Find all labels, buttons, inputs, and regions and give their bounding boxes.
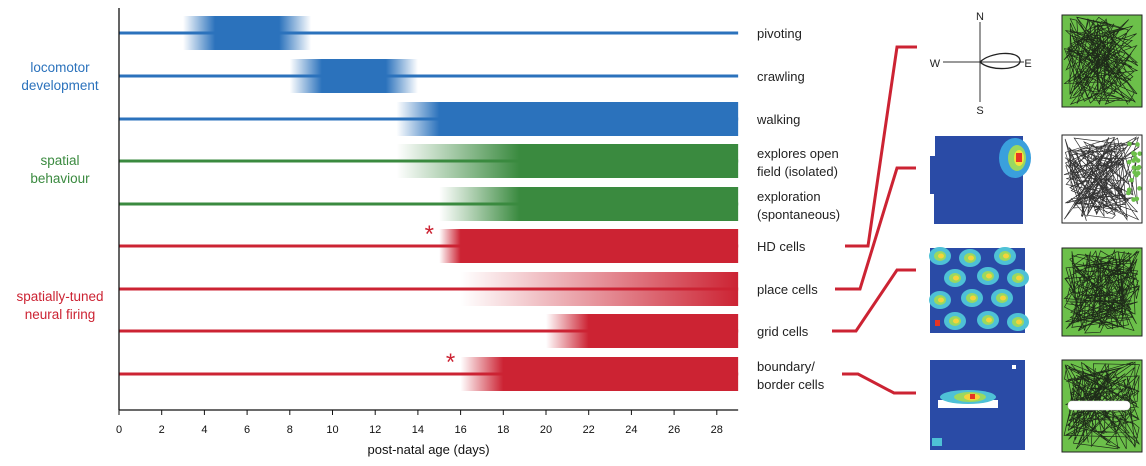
row-label: crawling <box>757 69 805 84</box>
spike-marker <box>1129 177 1134 183</box>
timeline-rows: ** <box>119 16 739 391</box>
spike-marker <box>1134 196 1140 202</box>
x-tick-label: 14 <box>412 424 424 436</box>
row-label: (spontaneous) <box>757 207 840 222</box>
spike-marker <box>1131 158 1136 163</box>
border-field <box>932 438 942 446</box>
trajectory-frame <box>1061 134 1143 224</box>
x-tick-label: 22 <box>583 424 595 436</box>
grid-field <box>953 275 959 281</box>
row-labels: pivoting crawling walking explores open fiel… <box>756 26 840 392</box>
x-tick-label: 12 <box>369 424 381 436</box>
trajectory-frame <box>1061 247 1143 337</box>
connector-line <box>835 166 916 291</box>
x-tick-label: 10 <box>326 424 338 436</box>
row-label: pivoting <box>757 26 802 41</box>
x-tick-label: 24 <box>625 424 637 436</box>
row-label: grid cells <box>757 324 809 339</box>
compass-label-east: E <box>1024 58 1031 70</box>
group-labels: locomotor development spatial behaviour spat… <box>16 60 103 322</box>
trajectory-frame <box>1061 14 1143 108</box>
hd-tuning-curve <box>979 52 1021 70</box>
x-tick-label: 16 <box>454 424 466 436</box>
grid-field <box>938 297 944 303</box>
row-label: field (isolated) <box>757 164 838 179</box>
spike-marker <box>1126 190 1131 196</box>
spike-marker <box>1132 169 1137 175</box>
row-label: exploration <box>757 189 821 204</box>
onset-star-marker: * <box>446 349 455 376</box>
grid-field <box>938 253 944 259</box>
spike-marker <box>1135 166 1141 171</box>
row-label: explores open <box>757 146 839 161</box>
x-axis-label: post-natal age (days) <box>368 442 490 457</box>
spike-marker <box>1127 141 1132 147</box>
spike-marker <box>1137 186 1142 191</box>
grid-field <box>1003 253 1009 259</box>
example-panels: N S W E <box>929 11 1143 453</box>
compass-label-south: S <box>976 105 983 117</box>
x-tick-label: 0 <box>116 424 122 436</box>
barrier <box>1067 400 1131 411</box>
x-tick-label: 4 <box>201 424 207 436</box>
grid-field <box>986 317 992 323</box>
x-tick-label: 20 <box>540 424 552 436</box>
rate-map-peak <box>970 394 975 399</box>
grid-field <box>1016 319 1022 325</box>
connector-lines <box>832 45 917 395</box>
grid-field <box>953 318 959 324</box>
grid-field <box>968 255 974 261</box>
spike-marker <box>1131 151 1136 156</box>
rate-map-gap <box>1012 365 1016 369</box>
group-label: locomotor <box>30 60 90 75</box>
row-label: walking <box>756 112 800 127</box>
x-tick-label: 2 <box>159 424 165 436</box>
trajectory-path <box>1063 249 1140 334</box>
x-tick-label: 8 <box>287 424 293 436</box>
grid-field <box>986 273 992 279</box>
x-tick-label: 18 <box>497 424 509 436</box>
spike-marker <box>1131 165 1137 170</box>
group-label: spatially-tuned <box>16 289 103 304</box>
trajectory-path <box>1063 136 1140 222</box>
rate-map-peak <box>935 320 940 326</box>
connector-line <box>845 45 917 248</box>
grid-field <box>1000 295 1006 301</box>
spike-marker <box>1126 159 1132 165</box>
connector-line <box>832 268 916 333</box>
grid-field <box>1016 275 1022 281</box>
compass-label-north: N <box>976 11 984 23</box>
spike-marker <box>1135 142 1140 147</box>
group-label: behaviour <box>30 171 90 186</box>
grid-field <box>970 295 976 301</box>
group-label: spatial <box>40 153 79 168</box>
trajectory-frame <box>1061 359 1143 453</box>
row-label: boundary/ <box>757 359 815 374</box>
spike-marker <box>1137 151 1142 156</box>
compass-label-west: W <box>930 58 941 70</box>
group-label: neural firing <box>25 307 96 322</box>
x-tick-label: 6 <box>244 424 250 436</box>
group-label: development <box>21 78 99 93</box>
row-label: HD cells <box>757 239 806 254</box>
rate-map-peak <box>1016 153 1022 162</box>
x-tick-label: 26 <box>668 424 680 436</box>
row-label: place cells <box>757 282 818 297</box>
connector-line <box>842 372 916 395</box>
trajectory-path <box>1063 16 1139 106</box>
x-tick-label: 28 <box>711 424 723 436</box>
row-label: border cells <box>757 377 825 392</box>
onset-star-marker: * <box>425 221 434 248</box>
